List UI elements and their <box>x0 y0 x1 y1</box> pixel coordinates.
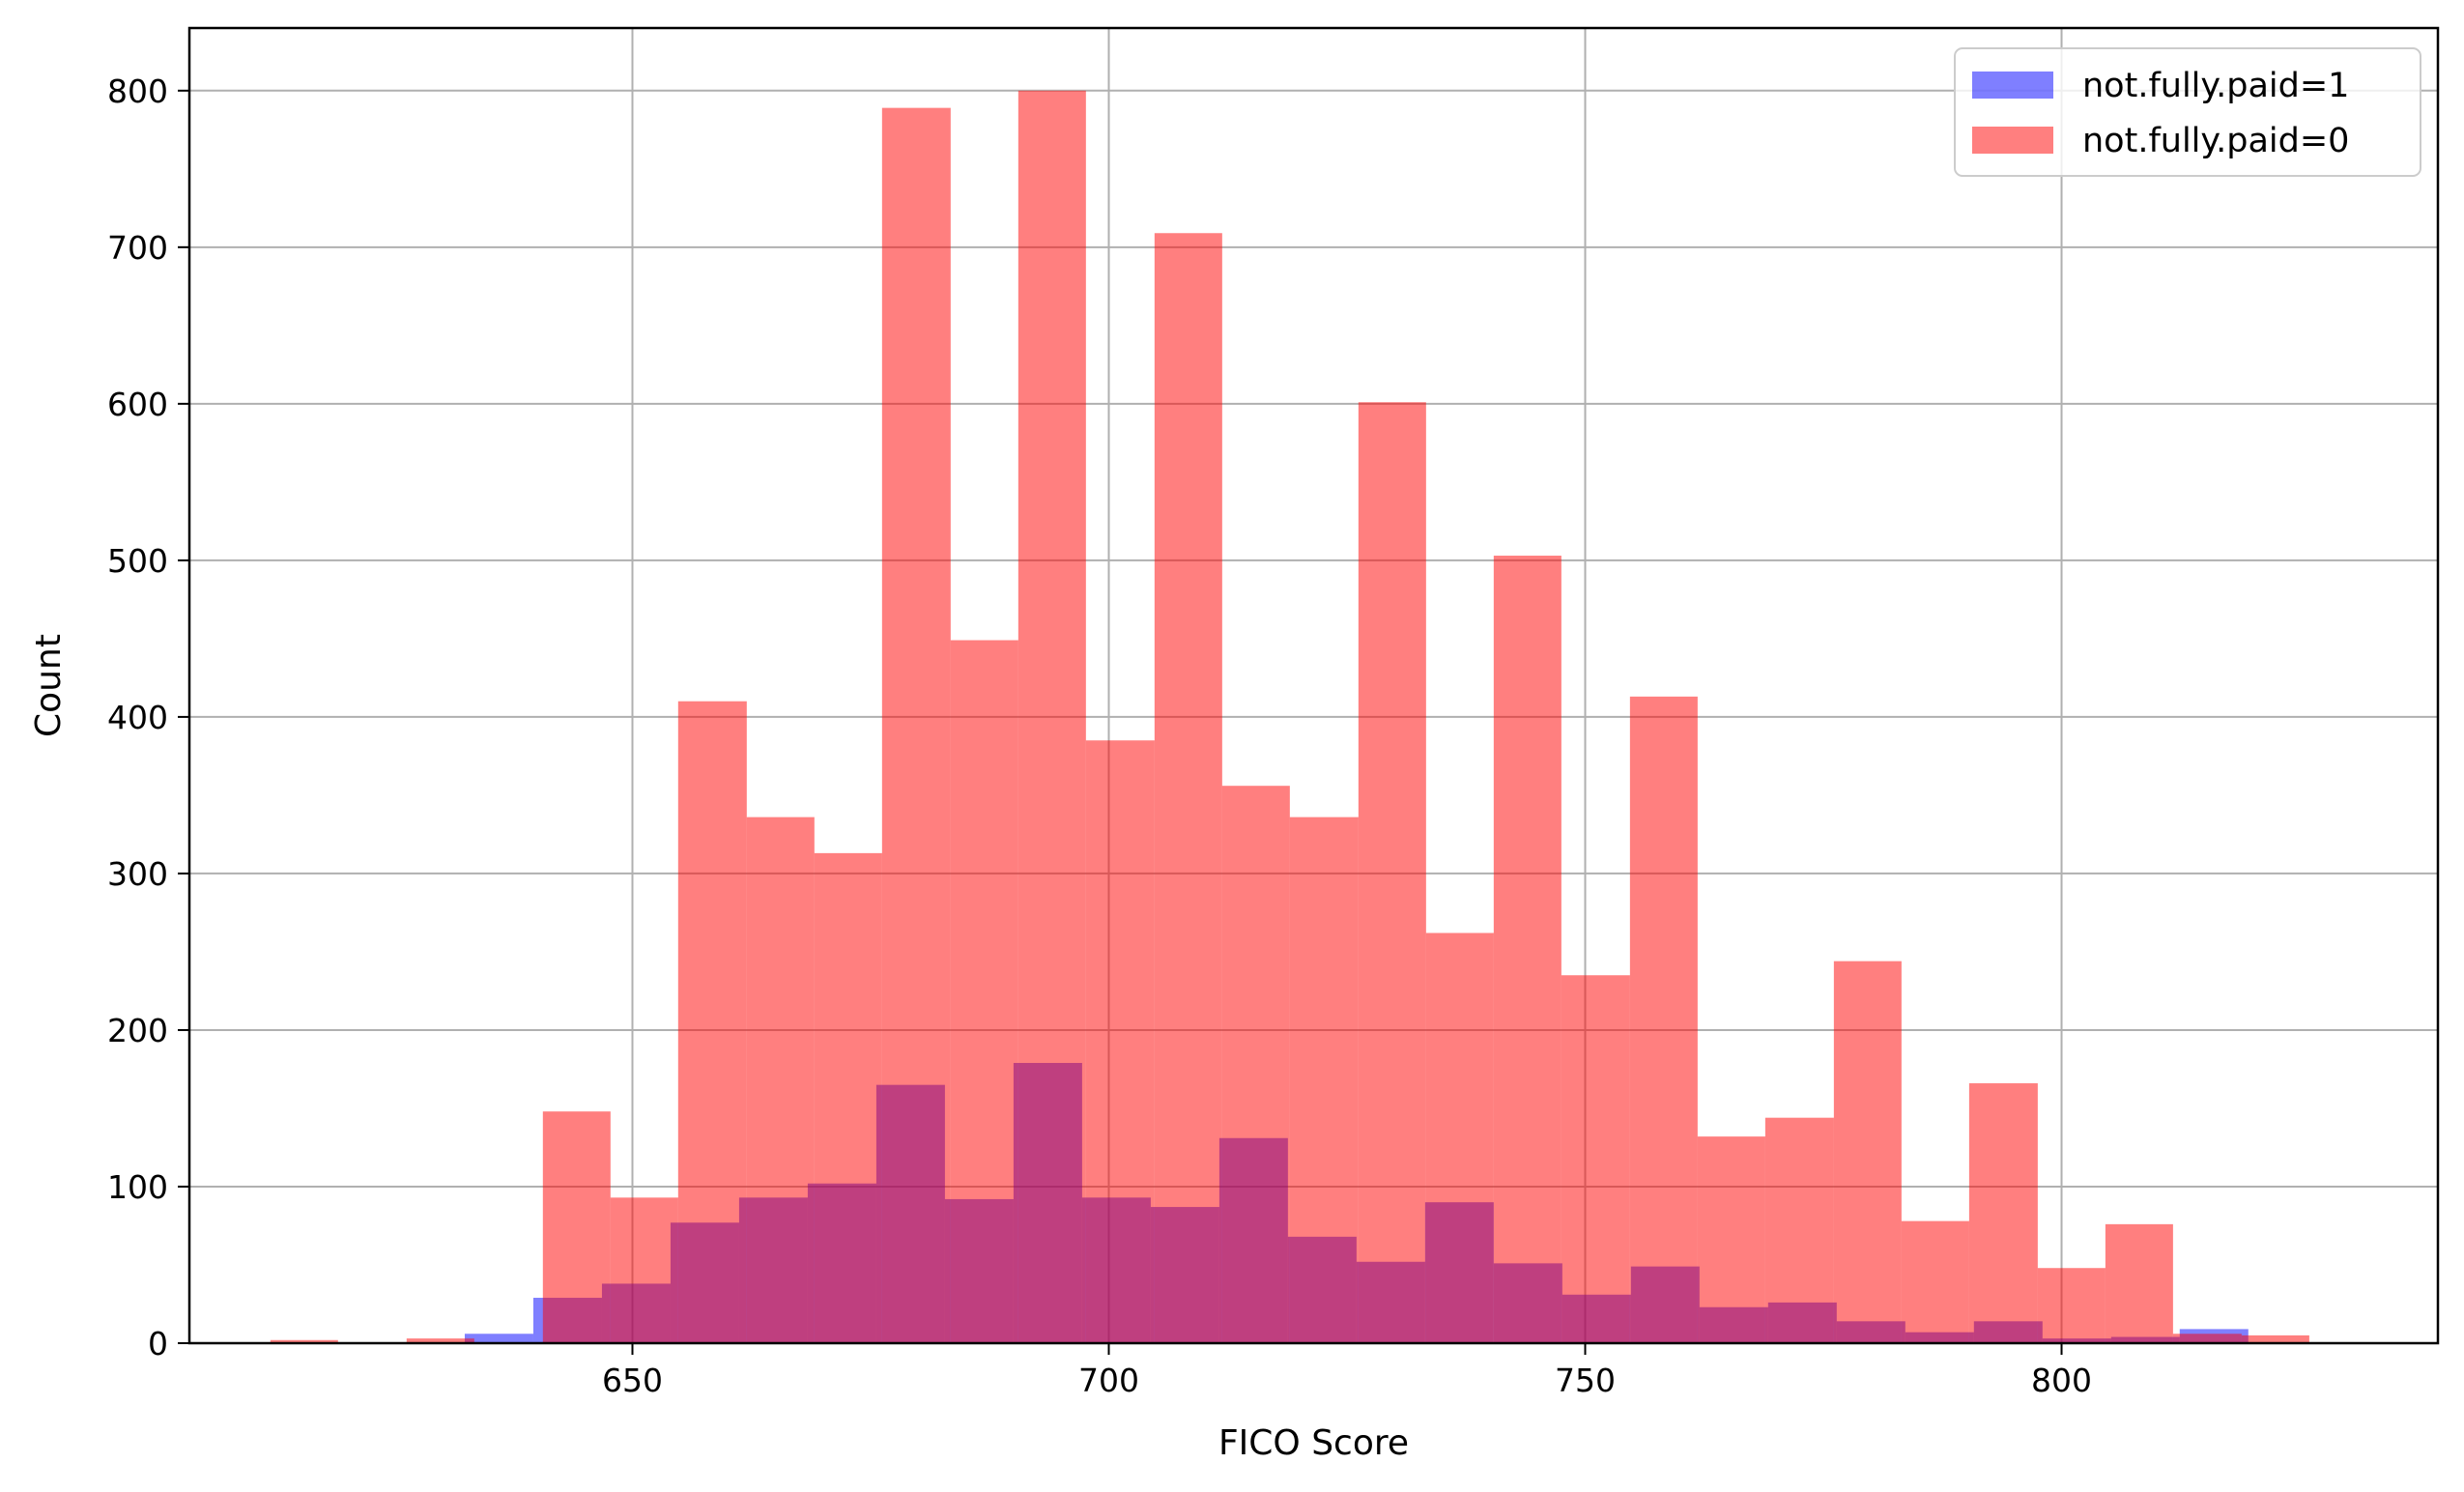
histogram-bar-series-2 <box>270 1339 338 1343</box>
histogram-bar-series-2 <box>542 1111 611 1343</box>
histogram-bar-series-2 <box>2105 1223 2173 1343</box>
histogram-bars <box>270 90 2309 1344</box>
x-tick-label: 750 <box>1555 1362 1616 1399</box>
histogram-bar-series-2 <box>1493 556 1561 1343</box>
histogram-bar-series-2 <box>1154 233 1222 1343</box>
y-tick-label: 700 <box>107 229 168 267</box>
histogram-bar-series-2 <box>2241 1334 2309 1343</box>
histogram-bar-series-1 <box>464 1334 533 1343</box>
plot-frame <box>187 26 2440 1345</box>
x-tick-label: 700 <box>1078 1362 1139 1399</box>
legend: not.fully.paid=1 not.fully.paid=0 <box>1954 47 2421 177</box>
histogram-bar-series-2 <box>1901 1220 1969 1343</box>
grid-lines <box>189 28 2438 1344</box>
histogram-bar-series-2 <box>1289 817 1359 1343</box>
y-tick-label: 100 <box>107 1168 168 1206</box>
histogram-bar-series-2 <box>1358 402 1426 1343</box>
histogram-bar-series-2 <box>1561 975 1630 1343</box>
legend-swatch <box>1972 72 2053 99</box>
histogram-bar-series-2 <box>1221 786 1290 1343</box>
y-tick-label: 500 <box>107 542 168 580</box>
histogram-bar-series-2 <box>746 817 815 1343</box>
y-tick-label: 0 <box>148 1325 168 1363</box>
histogram-bar-series-2 <box>1017 90 1086 1343</box>
histogram-bar-series-2 <box>2037 1268 2106 1343</box>
x-axis-label: FICO Score <box>1218 1423 1409 1463</box>
histogram-bar-series-2 <box>610 1197 678 1343</box>
legend-box <box>1954 47 2421 177</box>
histogram-bar-series-2 <box>1968 1083 2038 1343</box>
histogram-bar-series-2 <box>1425 932 1494 1343</box>
histogram-bar-series-2 <box>1833 961 1902 1343</box>
y-tick-label: 400 <box>107 699 168 736</box>
histogram-bar-series-2 <box>406 1338 474 1343</box>
axis-ticks: 650 700 750 800 0 100 200 300 400 500 600 700 800 <box>107 72 2092 1399</box>
histogram-bar-series-2 <box>881 107 951 1344</box>
y-axis-label: Count <box>29 634 69 737</box>
histogram-bar-series-2 <box>1085 740 1155 1343</box>
y-tick-label: 600 <box>107 386 168 423</box>
y-tick-label: 800 <box>107 72 168 110</box>
histogram-bar-series-2 <box>2172 1334 2242 1343</box>
histogram-bar-series-2 <box>1697 1136 1765 1343</box>
legend-swatch <box>1972 127 2053 154</box>
histogram-bar-series-2 <box>950 640 1018 1343</box>
y-tick-label: 200 <box>107 1012 168 1049</box>
histogram-bar-series-2 <box>1629 696 1698 1343</box>
y-tick-label: 300 <box>107 855 168 893</box>
histogram-bar-series-2 <box>677 701 747 1343</box>
legend-label: not.fully.paid=1 <box>2082 67 2349 105</box>
histogram-bar-series-2 <box>814 852 882 1343</box>
x-tick-label: 800 <box>2031 1362 2092 1399</box>
legend-label: not.fully.paid=0 <box>2082 122 2349 160</box>
x-tick-label: 650 <box>602 1362 663 1399</box>
histogram-bar-series-2 <box>1764 1117 1834 1343</box>
